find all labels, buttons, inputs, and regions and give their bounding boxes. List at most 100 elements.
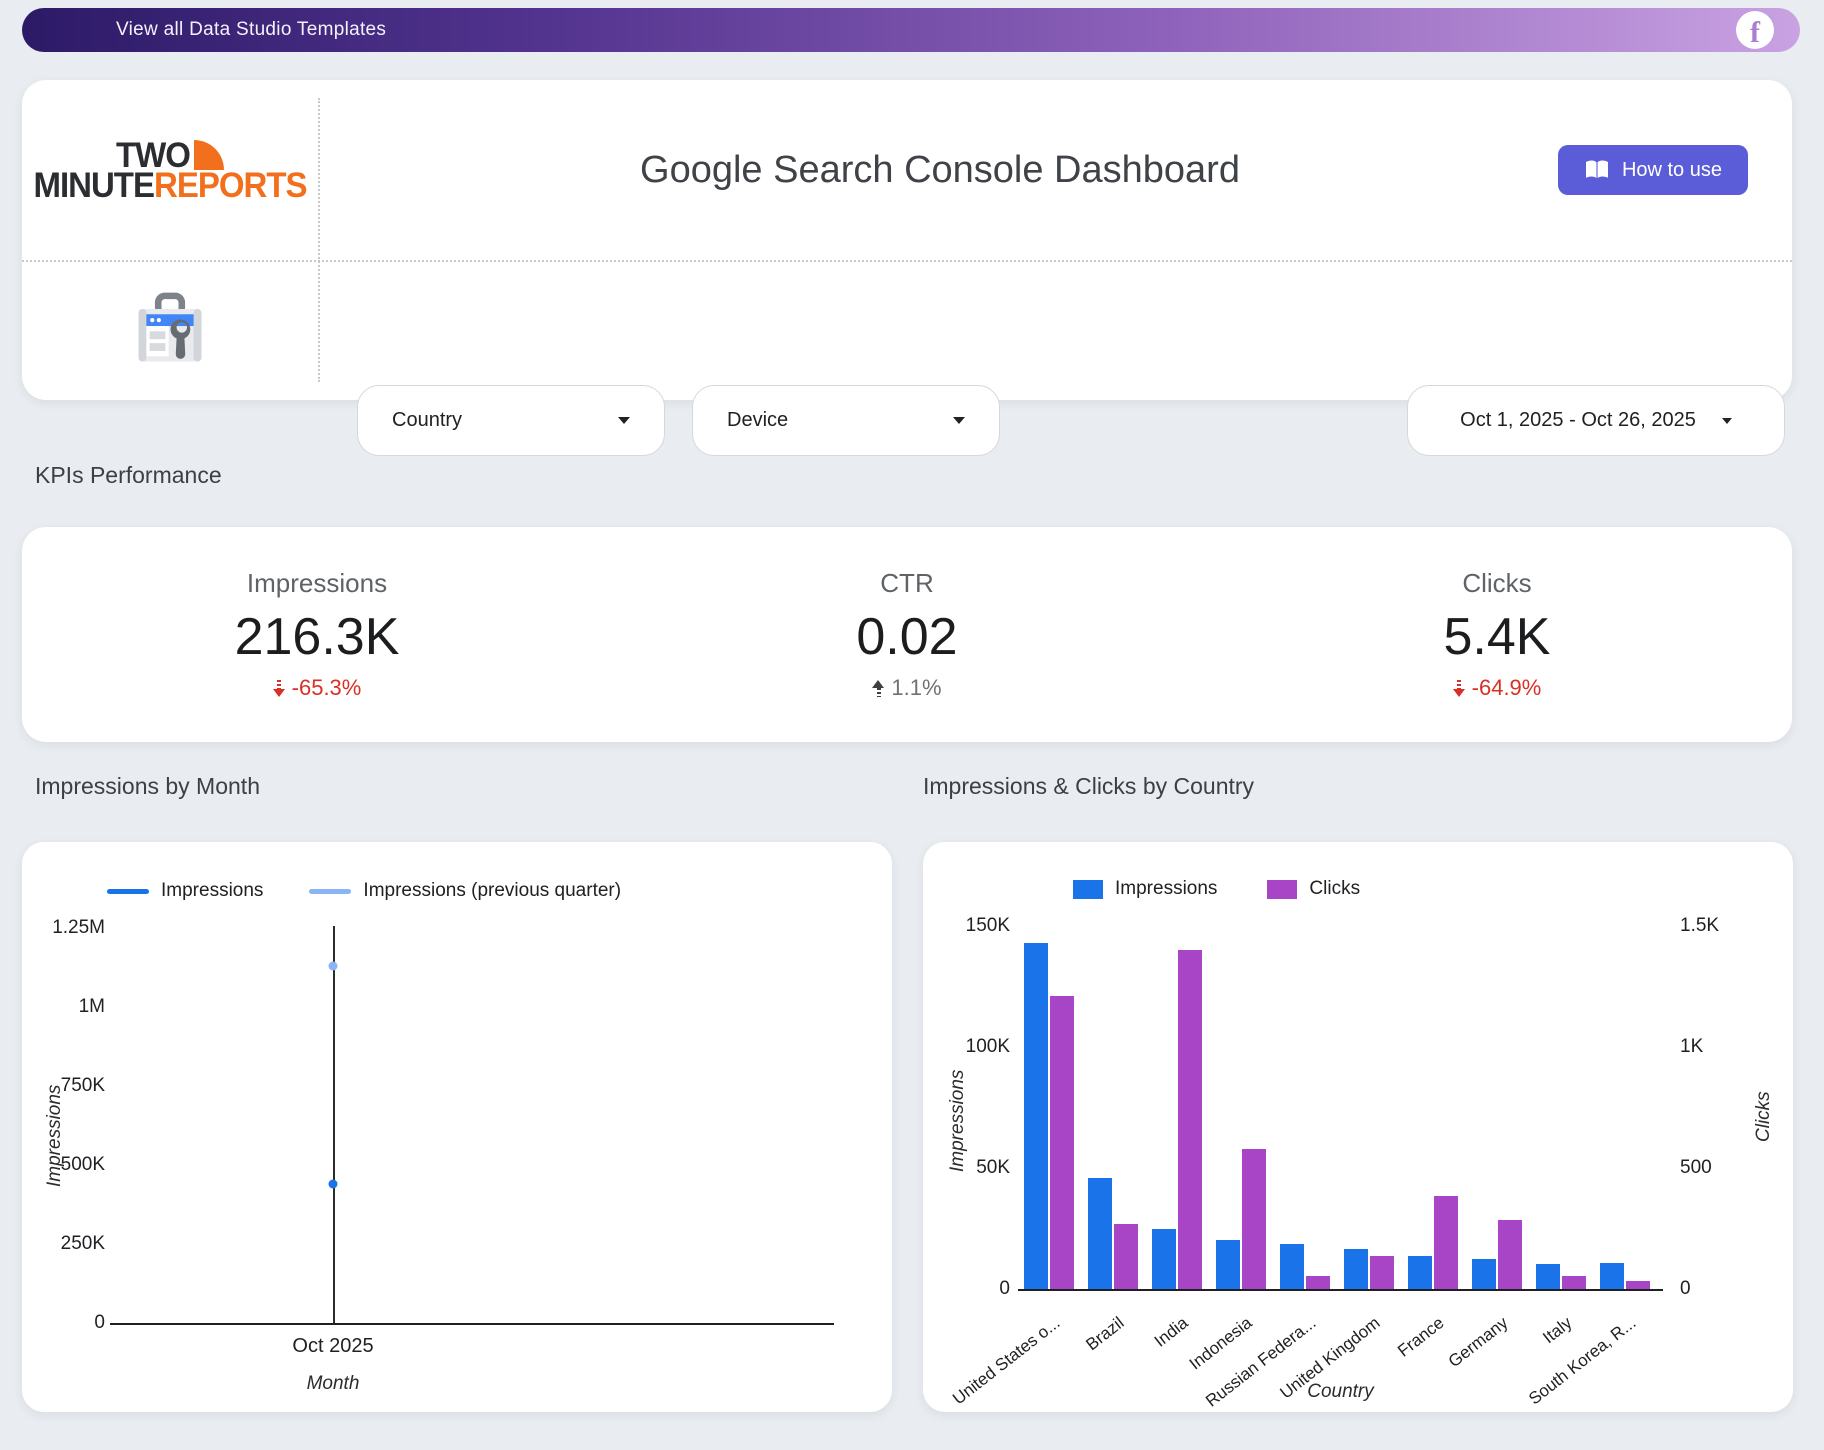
impressions-bar[interactable] [1600, 1263, 1624, 1289]
legend-swatch-icon [1267, 879, 1298, 899]
device-filter[interactable]: Device [692, 385, 1000, 456]
impressions-bar[interactable] [1152, 1228, 1176, 1289]
how-to-use-button[interactable]: How to use [1557, 145, 1748, 195]
right-axis-tick: 0 [1680, 1278, 1691, 1299]
right-axis-tick: 1K [1680, 1036, 1704, 1057]
brand-logo: TWO MINUTE REPORTS [22, 80, 318, 260]
kpi-item-impressions: Impressions 216.3K -65.3% [22, 527, 612, 742]
clicks-bar[interactable] [1434, 1196, 1458, 1289]
left-axis-title: Impressions [947, 1069, 968, 1172]
legend-item: Impressions (previous quarter) [309, 880, 621, 902]
impressions-bar[interactable] [1536, 1264, 1560, 1289]
legend-item: Clicks [1267, 878, 1360, 900]
arrow-down-icon [272, 679, 286, 698]
clicks-bar[interactable] [1306, 1275, 1330, 1289]
kpi-card: Impressions 216.3K -65.3% CTR 0.02 1.1% Clicks… [22, 527, 1792, 742]
country-filter[interactable]: Country [357, 385, 665, 456]
clicks-bar[interactable] [1370, 1256, 1394, 1289]
book-icon [1584, 159, 1610, 181]
kpi-label: Impressions [246, 568, 388, 598]
bar-chart-heading: Impressions & Clicks by Country [923, 773, 1255, 799]
kpi-delta-value: -65.3% [291, 675, 362, 700]
clicks-bar[interactable] [1114, 1223, 1138, 1289]
kpi-label: CTR [880, 568, 934, 598]
facebook-icon[interactable]: f [1736, 11, 1774, 49]
x-axis-line [1018, 1289, 1663, 1291]
legend-swatch-icon [107, 888, 149, 894]
x-axis-title: Country [1307, 1381, 1374, 1402]
arrow-down-icon [1452, 679, 1466, 698]
impressions-bar[interactable] [1280, 1243, 1304, 1289]
right-axis-title: Clicks [1753, 1091, 1774, 1142]
clicks-bar[interactable] [1562, 1275, 1586, 1289]
left-axis-tick: 100K [965, 1036, 1010, 1057]
impressions-bar[interactable] [1024, 942, 1048, 1289]
data-point-impressions[interactable] [328, 1179, 338, 1189]
kpi-value: 216.3K [234, 608, 400, 666]
bar-chart-legend: Impressions Clicks [1073, 878, 1360, 900]
x-axis-category: South Korea, R... [1525, 1313, 1640, 1409]
header-card: TWO MINUTE REPORTS Google Search Console… [22, 80, 1792, 456]
legend-swatch-icon [309, 888, 352, 894]
line-chart-heading: Impressions by Month [35, 773, 260, 799]
clicks-bar[interactable] [1626, 1281, 1650, 1289]
horizontal-divider [22, 260, 1792, 262]
y-axis-tick: 1.25M [52, 917, 105, 938]
date-range-picker[interactable]: Oct 1, 2025 - Oct 26, 2025 [1407, 385, 1785, 456]
clicks-bar[interactable] [1178, 950, 1202, 1289]
impressions-bar[interactable] [1408, 1256, 1432, 1289]
y-axis-tick: 1M [78, 996, 105, 1017]
kpi-delta-value: -64.9% [1471, 675, 1542, 700]
logo-word-minute: MINUTE [33, 164, 154, 205]
legend-item: Impressions [107, 880, 263, 902]
x-axis-title: Month [306, 1373, 360, 1394]
impressions-bar[interactable] [1472, 1258, 1496, 1289]
right-axis-tick: 1.5K [1680, 915, 1720, 936]
left-axis-tick: 0 [999, 1278, 1010, 1299]
y-axis-tick: 250K [60, 1233, 105, 1254]
clicks-bar[interactable] [1498, 1220, 1522, 1289]
x-axis-category: India [1150, 1313, 1192, 1351]
left-axis-tick: 50K [976, 1157, 1010, 1178]
vertical-divider [318, 98, 320, 382]
x-axis-line [110, 1323, 834, 1325]
kpi-label: Clicks [1462, 568, 1532, 598]
y-axis-tick: 0 [94, 1312, 105, 1333]
kpi-item-ctr: CTR 0.02 1.1% [612, 527, 1202, 742]
x-axis-category: Oct 2025 [292, 1335, 374, 1357]
left-axis-tick: 150K [965, 915, 1010, 936]
x-axis-category: United States o... [949, 1313, 1064, 1409]
data-point-impressions-previous-quarter-[interactable] [328, 961, 338, 971]
legend-swatch-icon [1073, 879, 1103, 899]
y-axis-title: Impressions [44, 1084, 65, 1187]
line-chart-legend: Impressions Impressions (previous quarter… [107, 880, 621, 902]
x-axis-category: Germany [1444, 1313, 1512, 1372]
impressions-bar[interactable] [1088, 1177, 1112, 1289]
impressions-bar[interactable] [1216, 1240, 1240, 1289]
clicks-bar[interactable] [1050, 996, 1074, 1289]
legend-item: Impressions [1073, 878, 1217, 900]
clicks-bar[interactable] [1242, 1148, 1266, 1289]
chevron-down-icon [1721, 417, 1732, 424]
x-axis-category: Russian Federa... [1202, 1313, 1320, 1411]
top-banner: View all Data Studio Templates f [22, 8, 1800, 52]
category-gridline [333, 926, 335, 1323]
legend-label: Impressions [161, 880, 264, 901]
chevron-down-icon [618, 417, 630, 424]
kpi-delta-value: 1.1% [891, 675, 942, 700]
page-title: Google Search Console Dashboard [640, 148, 1240, 191]
x-axis-category: France [1394, 1313, 1448, 1361]
legend-label: Impressions (previous quarter) [363, 880, 622, 901]
x-axis-category: Italy [1539, 1313, 1576, 1348]
y-axis-tick: 750K [60, 1075, 105, 1096]
y-axis-tick: 500K [60, 1154, 105, 1175]
line-chart-card: Impressions Impressions (previous quarter… [22, 842, 892, 1412]
kpi-delta: -65.3% [272, 675, 362, 701]
banner-link[interactable]: View all Data Studio Templates [116, 19, 387, 40]
x-axis-category: Brazil [1082, 1313, 1128, 1355]
logo-word-two: TWO [116, 134, 191, 175]
kpi-item-clicks: Clicks 5.4K -64.9% [1202, 527, 1792, 742]
logo-word-reports: REPORTS [153, 164, 308, 205]
impressions-bar[interactable] [1344, 1249, 1368, 1289]
